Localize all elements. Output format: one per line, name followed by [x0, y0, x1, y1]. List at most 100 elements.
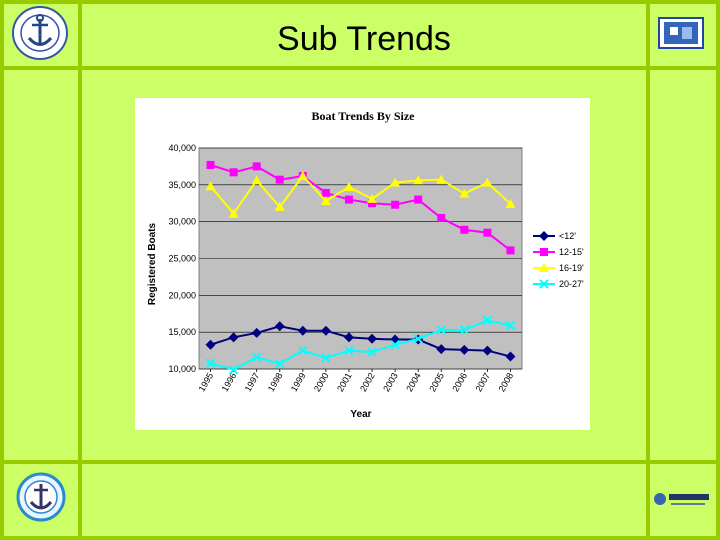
series-4-point — [367, 347, 377, 357]
legend-marker — [539, 263, 549, 272]
series-3-point — [482, 177, 493, 187]
x-tick-label: 2000 — [312, 371, 331, 393]
x-tick-label: 2006 — [450, 371, 469, 393]
series-2-point — [437, 213, 446, 222]
x-tick-label: 2004 — [404, 371, 423, 393]
series-4-point — [205, 358, 216, 368]
frame-bar-right — [716, 0, 720, 540]
series-3-point — [251, 175, 262, 185]
series-2-point — [460, 225, 469, 234]
series-4-point — [298, 345, 308, 356]
series-2-point — [391, 200, 400, 209]
series-4-point — [413, 334, 423, 344]
series-3-point — [228, 208, 239, 218]
series-2-point — [414, 195, 423, 204]
frame-bar-bottom — [0, 536, 720, 540]
series-2-point — [344, 195, 353, 204]
x-tick-label: 2002 — [358, 371, 377, 393]
series-3-point — [390, 177, 401, 187]
series-3-point — [343, 182, 354, 192]
come-play-logo-icon — [654, 493, 709, 505]
legend-marker — [539, 231, 549, 241]
series-1-point — [228, 332, 239, 343]
series-4-point — [228, 365, 239, 375]
series-2-point — [229, 168, 238, 177]
x-tick-label: 1998 — [266, 371, 285, 393]
series-4-point — [436, 325, 446, 335]
series-2-point — [252, 162, 261, 171]
series-4-point — [275, 359, 285, 369]
frame-bar-header — [0, 66, 720, 70]
series-1-point — [320, 325, 331, 336]
x-tick-label: 1996 — [220, 371, 239, 393]
series-4-point — [505, 320, 516, 331]
series-2-point — [506, 246, 515, 255]
series-1-point — [251, 327, 262, 338]
series-2-point — [368, 199, 377, 208]
series-1-point — [274, 321, 285, 332]
slide-title: Sub Trends — [277, 20, 451, 58]
series-3-point — [436, 174, 447, 184]
series-1-point — [436, 344, 447, 355]
blue-badge-icon — [658, 17, 704, 49]
y-tick-label: 15,000 — [168, 327, 196, 337]
frame-bar-footer — [0, 460, 720, 464]
line-chart: Boat Trends By Size Registered Boats Yea… — [147, 109, 584, 420]
legend-marker — [540, 248, 548, 256]
x-tick-label: 2005 — [427, 371, 446, 393]
series-3-point — [459, 188, 470, 198]
series-2-point — [206, 160, 215, 169]
series-1-point — [459, 344, 470, 355]
series-1-point — [343, 332, 354, 343]
series-4-point — [390, 339, 400, 350]
series-1-point — [297, 325, 308, 336]
series-3-point — [297, 170, 308, 180]
x-tick-label: 2008 — [497, 371, 516, 393]
y-tick-label: 35,000 — [168, 180, 196, 190]
x-tick-label: 1995 — [197, 371, 216, 393]
frame-bar-left — [0, 0, 4, 540]
y-tick-label: 40,000 — [168, 143, 196, 153]
chart-title: Boat Trends By Size — [311, 109, 415, 123]
series-4-point — [482, 315, 493, 326]
legend-entry: <12' — [559, 231, 576, 241]
series-3-line — [209, 174, 512, 216]
legend-marker — [539, 279, 549, 289]
series-2-point — [275, 175, 284, 184]
x-axis-label: Year — [350, 409, 371, 420]
y-tick-label: 10,000 — [168, 364, 196, 374]
series-4-point — [344, 345, 354, 356]
series-3-point — [205, 181, 216, 191]
frame-bar-divider-left — [78, 0, 82, 540]
y-tick-label: 30,000 — [168, 217, 196, 227]
series-3-point — [274, 201, 285, 211]
series-1-point — [205, 339, 216, 350]
x-tick-label: 1997 — [243, 371, 262, 393]
series-3-point — [505, 198, 516, 208]
y-axis-label: Registered Boats — [147, 222, 158, 305]
series-4-point — [251, 352, 262, 362]
series-3-point — [320, 196, 331, 206]
frame-bar-top — [0, 0, 720, 4]
anchor-seal-icon — [16, 472, 66, 522]
x-tick-label: 1999 — [289, 371, 308, 393]
y-tick-label: 25,000 — [168, 254, 196, 264]
frame-bar-divider-right — [646, 0, 650, 540]
chart-container: Boat Trends By Size Registered Boats Yea… — [135, 98, 590, 430]
series-2-point — [483, 228, 492, 237]
series-3-point — [413, 175, 424, 185]
series-3-point — [367, 193, 378, 203]
legend-entry: 12-15' — [559, 247, 584, 257]
series-1-point — [505, 351, 516, 362]
legend-entry: 20-27' — [559, 279, 584, 289]
series-1-point — [367, 333, 378, 344]
y-tick-label: 20,000 — [168, 290, 196, 300]
marine-seal-icon — [12, 6, 68, 60]
x-tick-label: 2007 — [473, 371, 492, 393]
series-2-point — [321, 188, 330, 197]
x-tick-label: 2003 — [381, 371, 400, 393]
series-1-point — [482, 345, 493, 356]
series-4-point — [321, 353, 331, 363]
series-4-point — [459, 325, 470, 335]
series-4-line — [210, 319, 511, 371]
